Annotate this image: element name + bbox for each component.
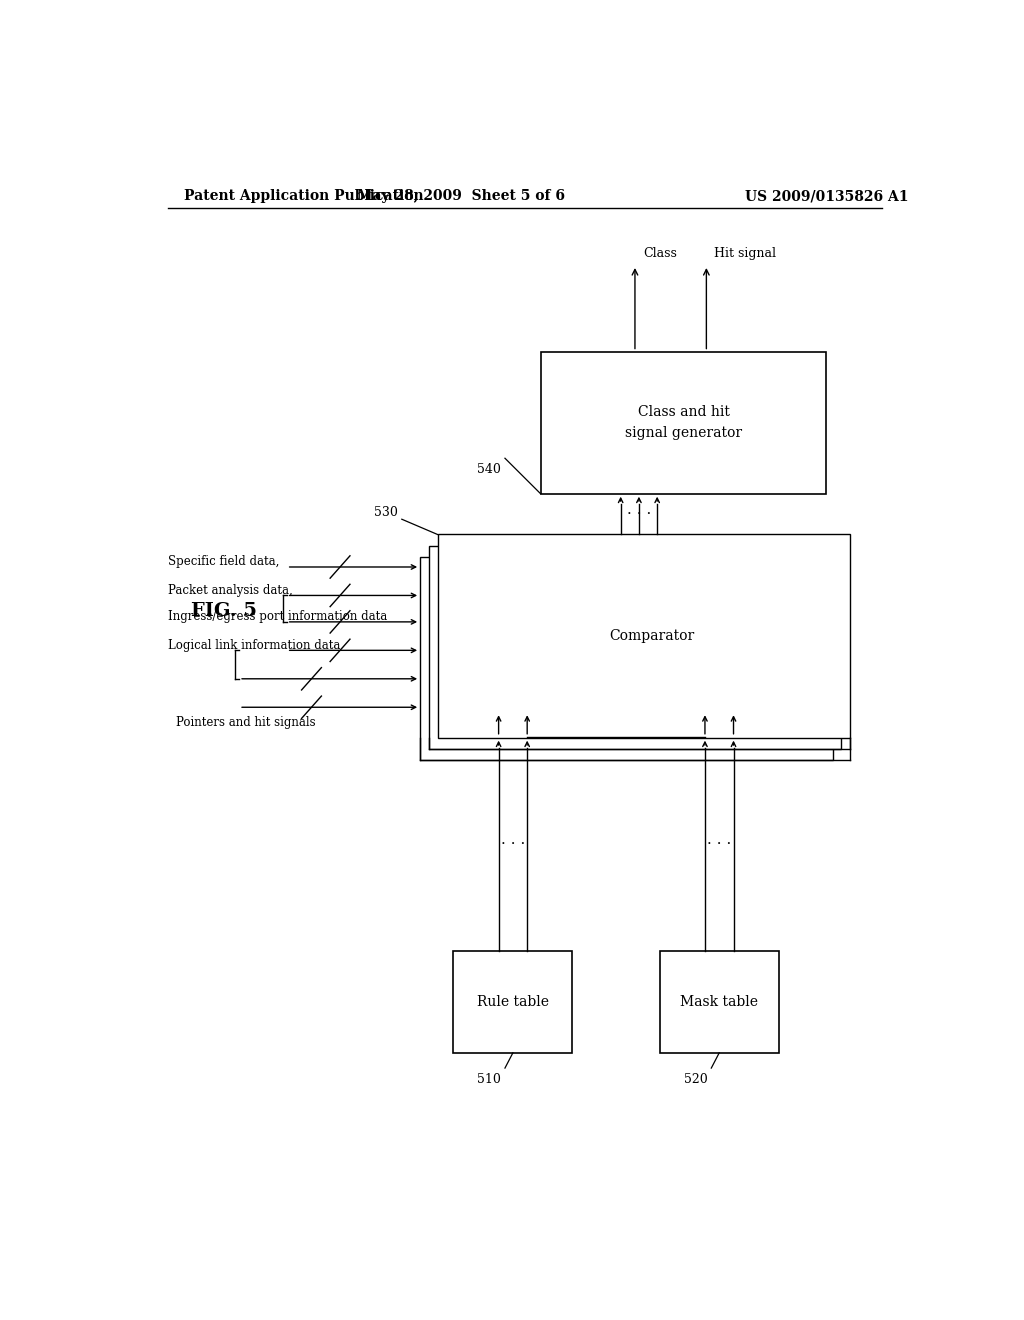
Text: Mask table: Mask table	[680, 995, 758, 1008]
Text: FIG. 5: FIG. 5	[191, 602, 257, 619]
Bar	[541, 351, 826, 494]
Bar	[437, 535, 850, 738]
Text: · · ·: · · ·	[627, 507, 651, 521]
Bar	[420, 557, 833, 760]
Text: 530: 530	[374, 507, 397, 519]
Text: Packet analysis data,: Packet analysis data,	[168, 583, 293, 597]
Text: Specific field data,: Specific field data,	[168, 556, 280, 569]
Text: Rule table: Rule table	[477, 995, 549, 1008]
Text: 540: 540	[477, 463, 501, 477]
Text: Logical link information data: Logical link information data	[168, 639, 340, 652]
Text: Patent Application Publication: Patent Application Publication	[183, 189, 423, 203]
Bar	[659, 952, 779, 1053]
Text: Hit signal: Hit signal	[715, 247, 776, 260]
Text: May 28, 2009  Sheet 5 of 6: May 28, 2009 Sheet 5 of 6	[357, 189, 565, 203]
Text: Class and hit
signal generator: Class and hit signal generator	[625, 405, 742, 440]
Text: 510: 510	[477, 1073, 501, 1086]
Text: · · ·: · · ·	[707, 837, 731, 851]
Text: Comparator: Comparator	[609, 630, 694, 643]
Text: Pointers and hit signals: Pointers and hit signals	[176, 715, 315, 729]
Text: Class: Class	[643, 247, 677, 260]
Text: 520: 520	[684, 1073, 708, 1086]
Text: Ingress/egress port information data: Ingress/egress port information data	[168, 610, 387, 623]
Text: · · ·: · · ·	[501, 837, 525, 851]
Bar	[429, 545, 842, 748]
Bar	[454, 952, 572, 1053]
Text: US 2009/0135826 A1: US 2009/0135826 A1	[744, 189, 908, 203]
